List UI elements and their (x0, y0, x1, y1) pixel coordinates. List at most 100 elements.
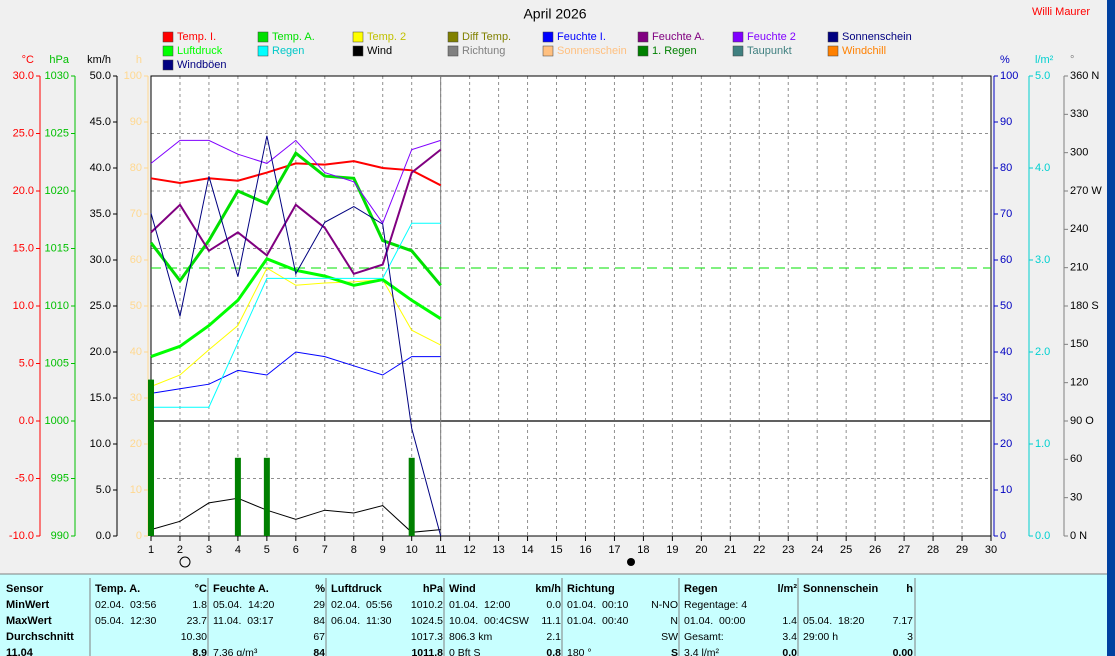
legend-label: Feuchte I. (557, 31, 606, 43)
cell-text: Regentage: 4 (684, 599, 747, 611)
y-tick-label: 0.0 (96, 530, 111, 542)
moon-icon (179, 556, 191, 568)
series-line (151, 222, 441, 408)
legend-swatch (447, 45, 459, 57)
y-tick-label: -10.0 (9, 530, 34, 542)
legend-label: Luftdruck (177, 45, 223, 57)
bar (408, 457, 415, 536)
row-label: MinWert (6, 599, 50, 611)
legend-label: Sonnenschein (842, 31, 912, 43)
x-tick-label: 12 (463, 544, 475, 556)
y-tick-label: 10 (130, 484, 142, 496)
column-unit: km/h (535, 583, 561, 595)
y-tick-label: 60 (1070, 453, 1082, 465)
y-tick-label: 0.0 (19, 415, 34, 427)
y-tick-label: 80 (1000, 162, 1012, 174)
legend-swatch (257, 31, 269, 43)
y-tick-label: 120 (1070, 377, 1088, 389)
scroll-strip (1107, 0, 1115, 656)
column-header: Luftdruck (331, 583, 383, 595)
cell-text: 7.36 g/m³ (213, 647, 258, 656)
y-tick-label: 50.0 (90, 70, 111, 82)
y-tick-label: 180 S (1070, 300, 1099, 312)
y-tick-label: 45.0 (90, 116, 111, 128)
x-tick-label: 6 (293, 544, 299, 556)
y-tick-label: 50 (130, 300, 142, 312)
cell-value: 7.17 (893, 615, 914, 627)
cell-text: 01.04. 00:00 (684, 615, 745, 627)
legend-label: Feuchte A. (652, 31, 705, 43)
cell-value: 0.0 (782, 647, 797, 656)
x-tick-label: 3 (206, 544, 212, 556)
cell-value: N-NO (651, 599, 678, 611)
cell-value: 1.8 (192, 599, 207, 611)
cell-text: 05.04. 12:30 (95, 615, 156, 627)
x-tick-label: 27 (898, 544, 910, 556)
x-tick-label: 5 (264, 544, 270, 556)
y-tick-label: 330 (1070, 108, 1088, 120)
y-tick-label: 0 (1000, 530, 1006, 542)
cell-value: 11.1 (541, 615, 561, 627)
legend-label: 1. Regen (652, 45, 697, 57)
y-tick-label: 1010 (45, 300, 69, 312)
legend-label: Regen (272, 45, 304, 57)
x-tick-label: 26 (869, 544, 881, 556)
y-tick-label: 150 (1070, 338, 1088, 350)
axis-unit: % (1000, 54, 1010, 66)
y-tick-label: 210 (1070, 262, 1088, 274)
y-tick-label: 30.0 (13, 70, 34, 82)
legend-label: Windchill (842, 45, 886, 57)
y-tick-label: 25.0 (90, 300, 111, 312)
cell-text: 05.04. 14:20 (213, 599, 274, 611)
y-tick-label: 40 (130, 346, 142, 358)
cell-value: N (670, 615, 678, 627)
y-tick-label: 15.0 (90, 392, 111, 404)
column-header: Sensor (6, 583, 44, 595)
cell-text: 02.04. 05:56 (331, 599, 392, 611)
x-tick-label: 4 (235, 544, 241, 556)
cell-text: 29:00 h (803, 631, 838, 643)
x-tick-label: 24 (811, 544, 823, 556)
cell-value: 84 (313, 647, 325, 656)
legend-label: Wind (367, 45, 392, 57)
y-tick-label: 80 (130, 162, 142, 174)
x-tick-label: 9 (380, 544, 386, 556)
axis-unit: hPa (49, 54, 69, 66)
series-line (150, 351, 441, 394)
y-tick-label: 90 (130, 116, 142, 128)
legend-swatch (732, 45, 744, 57)
cell-text: 10.04. 00:4CSW (449, 615, 529, 627)
y-tick-label: 990 (51, 530, 69, 542)
cell-value: 29 (313, 599, 325, 611)
y-tick-label: 5.0 (96, 484, 111, 496)
x-tick-label: 20 (695, 544, 707, 556)
x-tick-label: 30 (985, 544, 997, 556)
y-tick-label: 20.0 (90, 346, 111, 358)
y-tick-label: 2.0 (1035, 346, 1050, 358)
cell-text: 01.04. 12:00 (449, 599, 510, 611)
legend-label: Sonnenschein (557, 45, 627, 57)
legend-label: Richtung (462, 45, 505, 57)
x-tick-label: 14 (521, 544, 533, 556)
column-header: Regen (684, 583, 718, 595)
legend-swatch (542, 31, 554, 43)
column-unit: l/m² (777, 583, 797, 595)
y-tick-label: 10 (1000, 484, 1012, 496)
cell-text: Gesamt: (684, 631, 724, 643)
x-tick-label: 19 (666, 544, 678, 556)
axis-unit: ° (1070, 54, 1074, 66)
x-tick-label: 23 (782, 544, 794, 556)
y-tick-label: 40.0 (90, 162, 111, 174)
cell-text: 11.04. 03:17 (213, 615, 274, 627)
y-tick-label: 90 (1000, 116, 1012, 128)
row-label: 11.04 (6, 647, 34, 656)
series-line (150, 497, 441, 533)
y-tick-label: 30.0 (90, 254, 111, 266)
y-tick-label: 0 (136, 530, 142, 542)
y-tick-label: 10.0 (13, 300, 34, 312)
column-header: Feuchte A. (213, 583, 269, 595)
legend-swatch (447, 31, 459, 43)
x-tick-label: 18 (637, 544, 649, 556)
cell-text: 01.04. 00:10 (567, 599, 628, 611)
cell-text: 06.04. 11:30 (331, 615, 392, 627)
